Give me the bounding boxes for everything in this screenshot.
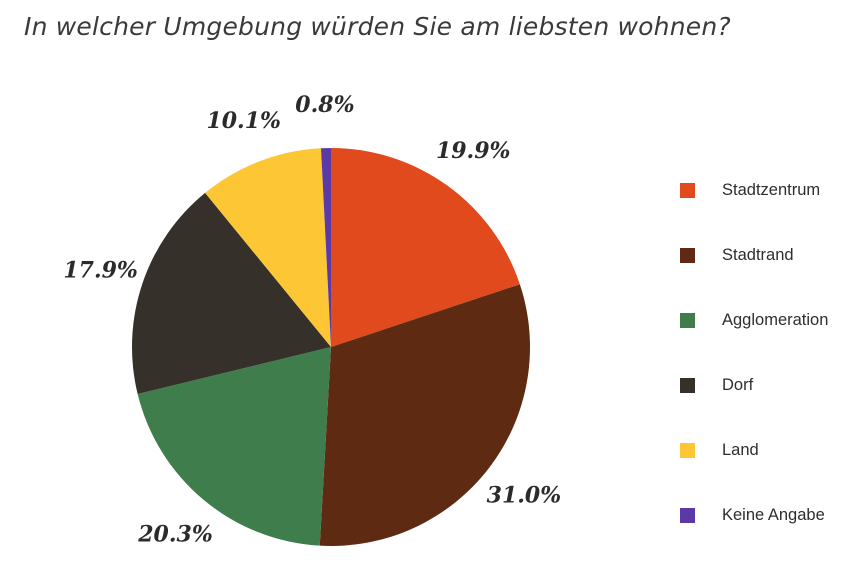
legend-item-stadtzentrum: Stadtzentrum <box>680 176 850 204</box>
legend-swatch <box>680 312 695 328</box>
legend-swatch <box>680 182 695 198</box>
pie-slice-agglomeration <box>137 347 331 546</box>
pie-label-keine-angabe: 0.8% <box>295 92 354 118</box>
pie-slice-stadtzentrum <box>331 148 520 347</box>
pie-label-agglomeration: 20.3% <box>137 522 213 548</box>
pie-chart: 19.9% 31.0% 20.3% 17.9% 10.1% 0.8% <box>63 92 562 548</box>
pie-slice-stadtrand <box>319 284 530 546</box>
legend-label: Agglomeration <box>722 310 829 329</box>
legend-item-land: Land <box>680 436 850 464</box>
legend-item-dorf: Dorf <box>680 371 850 399</box>
legend-swatch <box>680 247 695 263</box>
legend-label: Dorf <box>722 375 754 394</box>
pie-slice-dorf <box>132 192 331 395</box>
pie-label-stadtzentrum: 19.9% <box>436 138 511 164</box>
legend-swatch <box>680 377 695 393</box>
pie-label-stadtrand: 31.0% <box>487 483 562 509</box>
legend: Stadtzentrum Stadtrand Agglomeration Dor… <box>680 176 850 566</box>
pie-slice-keine-angabe <box>321 148 331 347</box>
legend-item-keine-angabe: Keine Angabe <box>680 501 850 529</box>
legend-item-stadtrand: Stadtrand <box>680 241 850 269</box>
chart-title: In welcher Umgebung würden Sie am liebst… <box>24 12 731 41</box>
legend-item-agglomeration: Agglomeration <box>680 306 850 334</box>
legend-label: Stadtzentrum <box>722 180 821 199</box>
legend-label: Stadtrand <box>722 245 794 264</box>
legend-label: Keine Angabe <box>722 505 825 524</box>
legend-swatch <box>680 442 695 458</box>
pie-slice-land <box>205 148 331 347</box>
legend-swatch <box>680 507 695 523</box>
legend-label: Land <box>722 440 759 459</box>
pie-label-land: 10.1% <box>206 108 281 134</box>
pie-label-dorf: 17.9% <box>63 258 138 284</box>
